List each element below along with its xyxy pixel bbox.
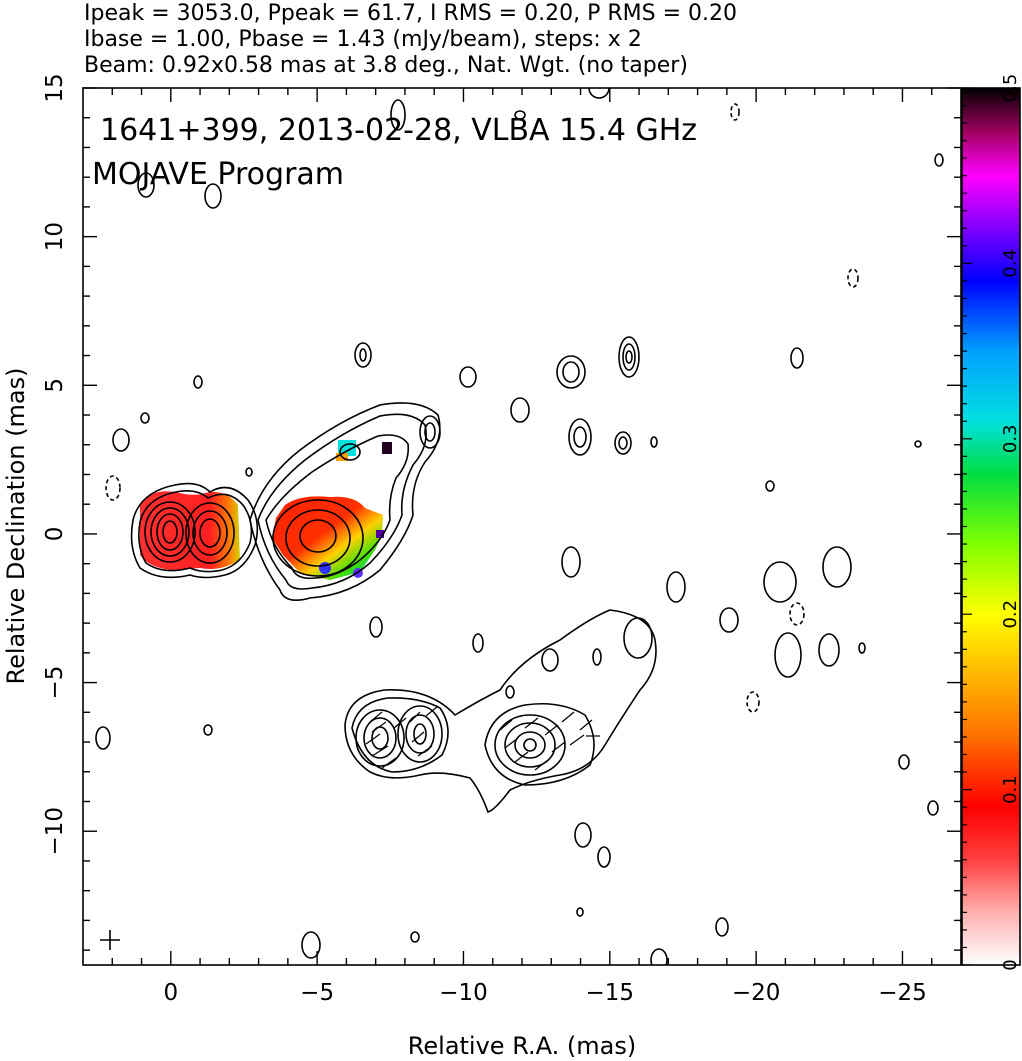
y-tick-label: 15 — [42, 73, 68, 102]
axis-ticks — [83, 87, 961, 965]
plot-subtitle: MOJAVE Program — [92, 157, 344, 192]
x-tick-label: −20 — [732, 980, 781, 1006]
colorbar-tick-label: 0.2 — [1000, 600, 1021, 629]
x-tick-label: 0 — [163, 980, 178, 1006]
x-tick-label: −10 — [439, 980, 488, 1006]
colorbar-tick-label: 0 — [1000, 959, 1021, 970]
x-tick-label: −15 — [586, 980, 635, 1006]
colorbar-ticks: 0 0.1 0.2 0.3 0.4 0.5 — [962, 74, 1021, 971]
x-tick-labels: 0 −5 −10 −15 −20 −25 — [163, 980, 926, 1006]
colorbar-tick-label: 0.1 — [1000, 775, 1021, 804]
core-contours — [130, 482, 259, 579]
y-tick-label: 10 — [42, 222, 68, 251]
colorbar-tick-label: 0.3 — [1000, 424, 1021, 453]
pol-patch-purple — [376, 530, 384, 538]
header-line-3: Beam: 0.92x0.58 mas at 3.8 deg., Nat. Wg… — [84, 53, 688, 78]
x-axis-label: Relative R.A. (mas) — [408, 1032, 636, 1060]
map-area — [95, 88, 944, 965]
y-tick-label: 5 — [42, 378, 68, 393]
lower-contours — [344, 609, 657, 813]
y-tick-labels: −10 −5 0 5 10 15 — [42, 73, 68, 855]
colorbar-tick-label: 0.5 — [1000, 74, 1021, 103]
y-tick-label: 0 — [42, 527, 68, 542]
y-tick-label: −5 — [42, 666, 68, 700]
colorbar — [962, 88, 1020, 965]
beam-marker — [100, 930, 120, 950]
jet-contours — [249, 402, 441, 601]
y-tick-label: −10 — [42, 807, 68, 856]
noise-contours — [95, 88, 944, 965]
y-axis-label: Relative Declination (mas) — [2, 367, 30, 684]
x-tick-label: −25 — [878, 980, 927, 1006]
colorbar-tick-label: 0.4 — [1000, 249, 1021, 278]
header-line-2: Ibase = 1.00, Pbase = 1.43 (mJy/beam), s… — [84, 27, 642, 52]
header-line-1: Ipeak = 3053.0, Ppeak = 61.7, I RMS = 0.… — [84, 1, 737, 26]
core-polarization-patch — [140, 491, 240, 570]
pol-patch-dark — [382, 442, 392, 454]
plot-title: 1641+399, 2013-02-28, VLBA 15.4 GHz — [100, 113, 697, 148]
polarization-vectors — [365, 705, 600, 771]
x-tick-label: −5 — [300, 980, 334, 1006]
